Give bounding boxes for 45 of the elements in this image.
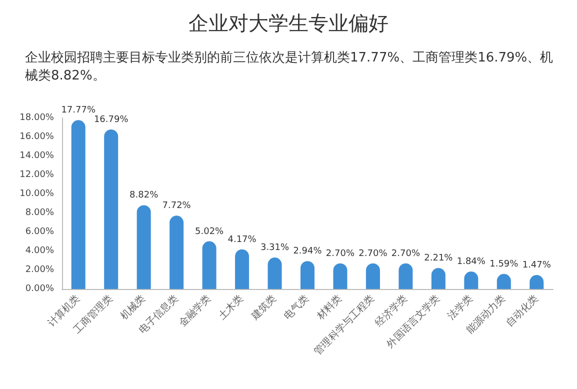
bar [71, 120, 86, 289]
data-label: 2.70% [358, 248, 388, 259]
y-tick-label: 10.00% [20, 189, 54, 199]
x-tick-label: 机械类 [118, 292, 148, 322]
y-tick-label: 4.00% [25, 246, 54, 256]
bar [136, 205, 151, 289]
data-label: 2.21% [424, 254, 454, 264]
x-tick-label: 建筑类 [248, 292, 279, 323]
data-label: 2.94% [293, 246, 322, 257]
y-tick-label: 12.00% [20, 170, 54, 180]
bar [366, 263, 380, 289]
y-tick-label: 6.00% [25, 227, 54, 237]
y-tick-label: 0.00% [25, 284, 54, 294]
bar [202, 241, 216, 289]
y-tick-label: 2.00% [25, 265, 54, 275]
data-label: 16.79% [94, 114, 129, 125]
bar [333, 263, 348, 289]
data-label: 1.59% [490, 259, 519, 270]
x-tick-label: 材料类 [314, 292, 344, 323]
bar [268, 258, 282, 289]
y-tick-label: 14.00% [20, 151, 54, 161]
y-tick-label: 18.00% [20, 113, 54, 123]
y-tick-label: 8.00% [25, 208, 54, 218]
data-label: 4.17% [228, 234, 257, 245]
data-label: 2.70% [391, 248, 420, 259]
x-tick-label: 土木类 [216, 292, 246, 322]
data-label: 1.47% [522, 260, 552, 271]
chart-title: 企业对大学生专业偏好 [188, 11, 388, 35]
data-label: 3.31% [260, 243, 290, 254]
bar [170, 216, 184, 289]
data-label: 8.82% [130, 190, 159, 201]
data-label: 2.70% [326, 248, 355, 259]
bar [398, 263, 413, 289]
chart-subtitle: 企业校园招聘主要目标专业类别的前三位依次是计算机类17.77%、工商管理类16.79%、机械类8.82%。 [25, 50, 554, 84]
bar [235, 249, 250, 289]
bar [104, 129, 118, 289]
data-label: 7.72% [162, 201, 192, 212]
x-tick-label: 法学类 [445, 292, 476, 322]
x-tick-label: 自动化类 [504, 292, 541, 330]
bar [300, 261, 314, 289]
x-tick-label: 电气类 [282, 292, 312, 322]
data-label: 17.77% [61, 106, 96, 116]
y-tick-label: 16.00% [20, 132, 54, 142]
data-label: 5.02% [195, 226, 224, 237]
data-label: 1.84% [456, 257, 486, 268]
